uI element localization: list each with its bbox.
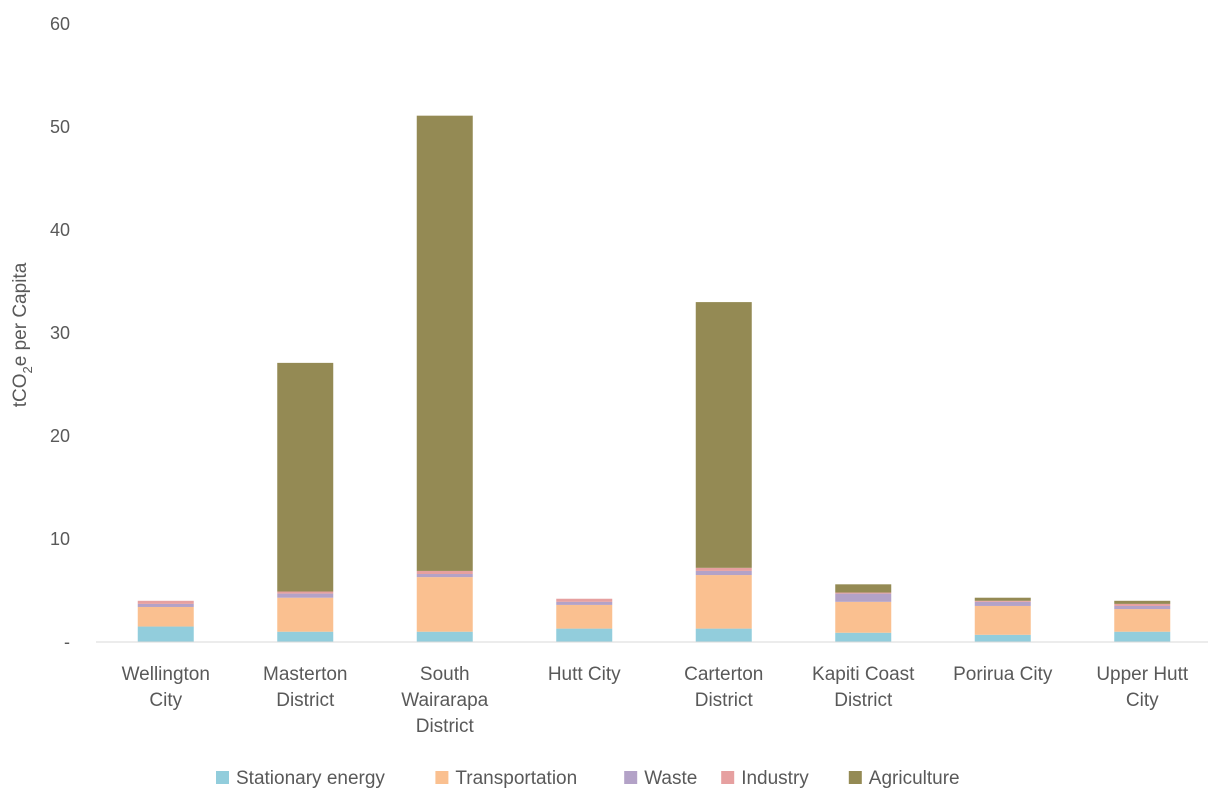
- x-category-label: City: [149, 690, 182, 711]
- bar-segment: [137, 626, 194, 642]
- bar-segment: [1114, 609, 1171, 632]
- x-category-label: Porirua City: [953, 664, 1053, 685]
- plot-area: [96, 115, 1208, 643]
- y-axis-ticks: - 10 20 30 40 50 60: [50, 14, 70, 652]
- bar-segment: [277, 597, 334, 632]
- bar-segment: [835, 593, 892, 602]
- bar-segment: [137, 606, 194, 627]
- bar-segment: [556, 604, 613, 629]
- legend-swatch: [624, 771, 638, 784]
- bar-segment: [277, 631, 334, 642]
- x-category-label: City: [1126, 690, 1159, 711]
- x-category-label: District: [834, 690, 893, 711]
- x-category-label: Carterton: [684, 664, 763, 685]
- bar-segment: [835, 601, 892, 633]
- legend-swatch: [848, 771, 862, 784]
- legend-label: Transportation: [455, 768, 577, 789]
- bar-segment: [1114, 603, 1171, 606]
- legend-swatch: [435, 771, 449, 784]
- bar-segment: [556, 628, 613, 642]
- y-tick-label: 30: [50, 323, 70, 343]
- x-category-label: District: [416, 716, 475, 737]
- bar-segment: [277, 591, 334, 594]
- x-axis-categories: Wellington City Masterton District South Wair…: [122, 664, 1189, 737]
- x-category-label: Wellington: [122, 664, 210, 685]
- y-axis-label-suffix: e per Capita: [10, 262, 31, 366]
- bar-segment: [416, 631, 473, 642]
- y-tick-label: 60: [50, 14, 70, 34]
- y-tick-label: 20: [50, 426, 70, 446]
- bar-segment: [974, 597, 1031, 601]
- x-category-label: South: [420, 664, 470, 685]
- x-category-label: Upper Hutt: [1096, 664, 1189, 685]
- bar-segment: [1114, 631, 1171, 642]
- y-axis-label-prefix: tCO: [10, 373, 31, 407]
- bar-segment: [416, 577, 473, 632]
- bar-segment: [277, 362, 334, 592]
- bar-segment: [974, 601, 1031, 606]
- bar-segment: [695, 575, 752, 629]
- legend-label: Industry: [741, 768, 809, 789]
- bar-segment: [835, 632, 892, 642]
- x-category-label: Masterton: [263, 664, 347, 685]
- y-tick-label: -: [64, 632, 70, 652]
- y-axis-label: tCO2e per Capita: [10, 262, 35, 407]
- bar-segment: [974, 634, 1031, 642]
- bar-segment: [137, 603, 194, 607]
- bar-segment: [974, 600, 1031, 602]
- legend-label: Stationary energy: [236, 768, 385, 789]
- bar-segment: [695, 628, 752, 642]
- bar-segment: [556, 601, 613, 605]
- bar-segment: [835, 584, 892, 593]
- bar-segment: [695, 302, 752, 568]
- bar-segment: [974, 605, 1031, 635]
- y-tick-label: 50: [50, 117, 70, 137]
- bar-segment: [416, 570, 473, 575]
- bar-segment: [835, 592, 892, 594]
- y-axis-label-subscript: 2: [20, 366, 35, 373]
- legend-swatch: [721, 771, 735, 784]
- x-category-label: Kapiti Coast: [812, 664, 915, 685]
- bar-segment: [1114, 605, 1171, 610]
- bar-segment: [695, 567, 752, 571]
- x-category-label: Wairarapa: [401, 690, 488, 711]
- x-category-label: Hutt City: [548, 664, 621, 685]
- y-tick-label: 10: [50, 529, 70, 549]
- x-category-label: District: [276, 690, 335, 711]
- bar-segment: [695, 570, 752, 576]
- bar-segment: [556, 598, 613, 602]
- bar-segment: [277, 593, 334, 598]
- y-tick-label: 40: [50, 220, 70, 240]
- legend-label: Waste: [644, 768, 697, 789]
- bar-segment: [416, 115, 473, 571]
- bar-segment: [416, 574, 473, 578]
- bar-segment: [137, 600, 194, 604]
- legend: Stationary energy Transportation Waste Indu…: [216, 768, 960, 789]
- legend-swatch: [216, 771, 229, 784]
- x-category-label: District: [695, 690, 754, 711]
- bar-segment: [1114, 600, 1171, 604]
- legend-label: Agriculture: [869, 768, 960, 789]
